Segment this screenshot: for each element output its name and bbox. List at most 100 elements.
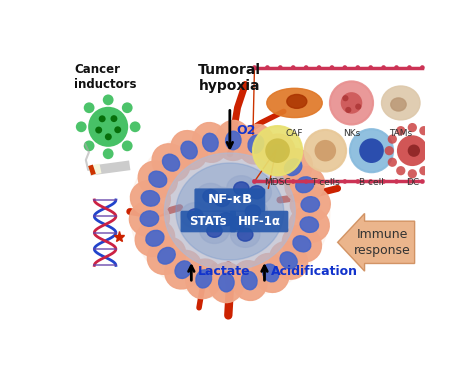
Ellipse shape [163, 154, 180, 171]
Circle shape [342, 95, 348, 101]
Circle shape [252, 65, 257, 70]
Ellipse shape [161, 151, 299, 272]
Ellipse shape [242, 180, 272, 205]
Ellipse shape [175, 261, 191, 278]
Ellipse shape [280, 252, 297, 269]
Text: MDSC: MDSC [264, 178, 291, 187]
Text: DC: DC [406, 178, 419, 187]
Text: T cells: T cells [311, 178, 340, 187]
Circle shape [394, 179, 399, 184]
Circle shape [253, 126, 302, 175]
Circle shape [408, 123, 417, 132]
Text: Immune
response: Immune response [354, 228, 410, 257]
Ellipse shape [258, 134, 295, 173]
Ellipse shape [293, 236, 311, 252]
Ellipse shape [227, 176, 256, 201]
Ellipse shape [270, 242, 308, 279]
Ellipse shape [249, 186, 264, 199]
Ellipse shape [268, 145, 285, 162]
Circle shape [381, 179, 386, 184]
Circle shape [103, 148, 114, 159]
Ellipse shape [202, 133, 218, 152]
Circle shape [317, 65, 321, 70]
Circle shape [350, 129, 393, 172]
Ellipse shape [186, 259, 222, 299]
Ellipse shape [207, 224, 222, 237]
Ellipse shape [130, 181, 170, 216]
Circle shape [330, 81, 373, 124]
Circle shape [114, 126, 121, 133]
Text: B cell: B cell [359, 178, 384, 187]
Circle shape [291, 179, 295, 184]
Ellipse shape [285, 167, 325, 203]
Ellipse shape [145, 137, 315, 286]
Circle shape [317, 179, 321, 184]
Ellipse shape [208, 187, 237, 213]
FancyBboxPatch shape [194, 188, 265, 211]
Ellipse shape [138, 161, 177, 197]
Circle shape [368, 65, 373, 70]
Ellipse shape [283, 226, 321, 262]
Circle shape [84, 141, 94, 151]
Circle shape [265, 138, 290, 163]
Ellipse shape [241, 272, 257, 290]
Ellipse shape [391, 98, 406, 111]
Text: TAMs: TAMs [389, 129, 412, 138]
Ellipse shape [149, 171, 167, 187]
Text: O2: O2 [236, 124, 255, 137]
Circle shape [315, 140, 336, 162]
Ellipse shape [226, 131, 241, 150]
Ellipse shape [192, 123, 228, 162]
Circle shape [329, 179, 334, 184]
Circle shape [388, 134, 397, 144]
Ellipse shape [129, 201, 169, 236]
Circle shape [396, 166, 405, 175]
Ellipse shape [146, 230, 164, 246]
Circle shape [291, 65, 295, 70]
Ellipse shape [130, 124, 330, 299]
Ellipse shape [164, 153, 295, 270]
Circle shape [384, 146, 394, 155]
Circle shape [278, 179, 283, 184]
Circle shape [343, 65, 347, 70]
Circle shape [428, 158, 437, 167]
Circle shape [356, 65, 360, 70]
Circle shape [130, 121, 140, 132]
Ellipse shape [196, 270, 211, 288]
Circle shape [407, 179, 412, 184]
Circle shape [356, 179, 360, 184]
Ellipse shape [140, 211, 159, 226]
Ellipse shape [141, 191, 160, 206]
Ellipse shape [171, 131, 208, 170]
Ellipse shape [209, 263, 244, 303]
Circle shape [105, 133, 112, 140]
FancyBboxPatch shape [230, 211, 288, 232]
Circle shape [397, 135, 428, 166]
Ellipse shape [234, 182, 249, 195]
Circle shape [341, 92, 362, 114]
Circle shape [304, 130, 346, 172]
Ellipse shape [152, 144, 190, 182]
Ellipse shape [296, 177, 314, 193]
Circle shape [408, 144, 420, 157]
Ellipse shape [165, 250, 202, 289]
Circle shape [265, 65, 270, 70]
Ellipse shape [135, 220, 174, 256]
Ellipse shape [274, 149, 312, 186]
Ellipse shape [290, 187, 330, 222]
Circle shape [252, 179, 257, 184]
Circle shape [394, 65, 399, 70]
Circle shape [278, 65, 283, 70]
Circle shape [419, 166, 428, 175]
Circle shape [407, 65, 412, 70]
Text: Cancer
inductors: Cancer inductors [74, 63, 137, 91]
Circle shape [76, 121, 87, 132]
Text: STATs: STATs [190, 215, 227, 228]
Circle shape [420, 65, 425, 70]
Ellipse shape [245, 205, 261, 218]
Ellipse shape [200, 218, 229, 244]
Ellipse shape [176, 163, 284, 260]
Ellipse shape [181, 203, 210, 228]
Ellipse shape [237, 228, 253, 241]
Text: Tumoral
hypoxia: Tumoral hypoxia [198, 63, 261, 93]
